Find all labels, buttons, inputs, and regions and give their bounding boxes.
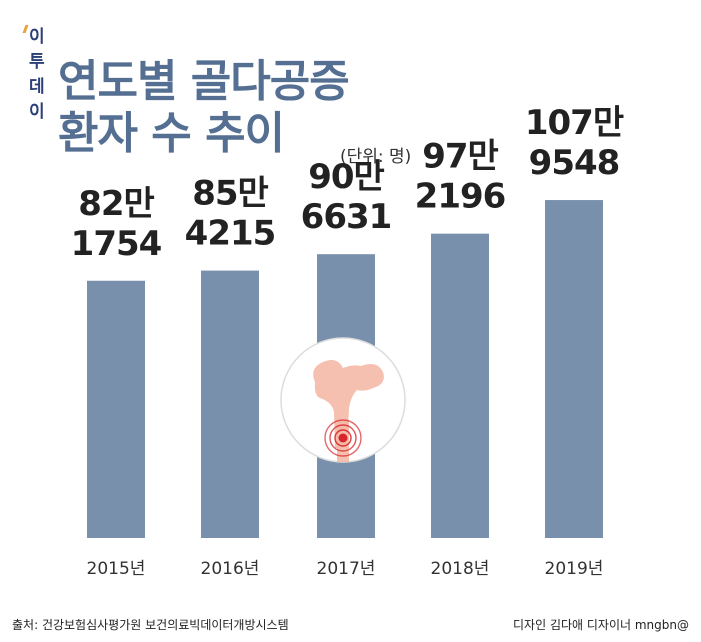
value-label-1-rest: 4215 [185, 214, 276, 254]
value-label-4-man: 107만 [525, 103, 624, 143]
bar-1 [201, 270, 259, 538]
unit-label: (단위: 명) [340, 147, 412, 167]
designer-credit: 디자인 김다애 디자이너 mngbn@ [513, 618, 689, 632]
value-label-2-man: 90만 [308, 157, 384, 197]
title-line-1: 연도별 골다공증 [58, 56, 350, 107]
value-label-4-rest: 9548 [529, 143, 620, 183]
category-label-0: 2015년 [87, 559, 146, 579]
category-label-1: 2016년 [201, 559, 260, 579]
logo-text: 이투데이 [29, 27, 45, 122]
value-label-2-rest: 6631 [301, 197, 392, 237]
value-label-0-man: 82만 [78, 184, 154, 224]
source-note: 출처: 건강보험심사평가원 보건의료빅데이터개방시스템 [12, 618, 289, 632]
bar-3 [431, 233, 489, 538]
bar-0 [87, 280, 145, 538]
category-label-3: 2018년 [431, 559, 490, 579]
bone-fracture-icon [280, 337, 406, 463]
value-label-3-rest: 2196 [415, 177, 506, 217]
title-line-2: 환자 수 추이 [58, 108, 285, 159]
value-label-0-rest: 1754 [71, 224, 162, 264]
value-label-3-man: 97만 [422, 137, 498, 177]
page-title: 연도별 골다공증 환자 수 추이 [58, 56, 350, 160]
category-label-2: 2017년 [317, 559, 376, 579]
bar-4 [545, 200, 603, 538]
category-label-4: 2019년 [545, 559, 604, 579]
value-label-1-man: 85만 [192, 174, 268, 214]
